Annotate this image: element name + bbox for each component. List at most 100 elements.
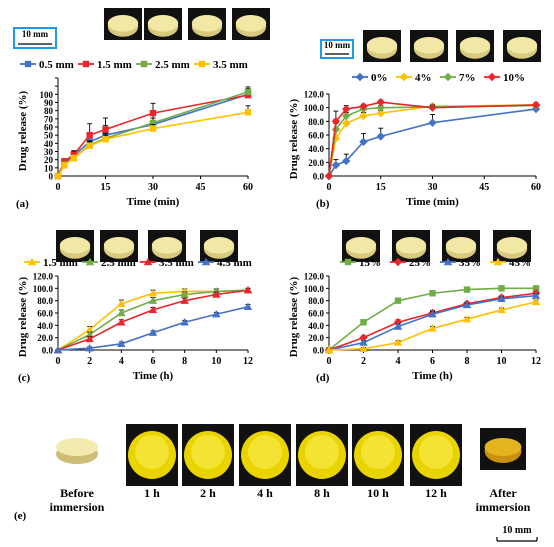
legend-label: 4.5 mm bbox=[217, 257, 252, 269]
x-tick-label: 6 bbox=[151, 356, 156, 367]
x-axis-label: Time (min) bbox=[406, 196, 459, 208]
data-point bbox=[342, 119, 351, 128]
data-point bbox=[117, 308, 126, 317]
legend-marker bbox=[399, 72, 409, 82]
y-axis-label: Drug release (%) bbox=[288, 98, 300, 179]
photo-label: 10 h bbox=[367, 486, 389, 500]
data-point bbox=[360, 319, 367, 326]
series-1-5-mm bbox=[54, 90, 252, 180]
data-point bbox=[463, 286, 471, 293]
panel-label: (a) bbox=[16, 198, 29, 210]
data-point bbox=[180, 290, 189, 298]
data-point bbox=[180, 318, 189, 326]
x-tick-label: 30 bbox=[428, 182, 438, 193]
data-point bbox=[53, 345, 63, 354]
series-line bbox=[328, 294, 537, 351]
legend-label: 1.5 mm bbox=[97, 59, 132, 71]
tablet-photo bbox=[104, 8, 142, 40]
legend-entry: 45% bbox=[490, 257, 531, 269]
legend-label: 3.5 mm bbox=[213, 59, 248, 71]
photo-label: After immersion bbox=[476, 486, 531, 514]
photo-label: 8 h bbox=[314, 486, 330, 500]
immersion-photo bbox=[126, 424, 178, 486]
data-point bbox=[359, 137, 368, 147]
y-tick-label: 80 bbox=[44, 106, 54, 116]
y-tick-label: 60.0 bbox=[308, 309, 324, 319]
x-tick-label: 45 bbox=[479, 182, 489, 193]
y-tick-label: 100 bbox=[40, 90, 54, 100]
y-tick-label: 0.0 bbox=[42, 346, 54, 356]
series-line bbox=[57, 306, 249, 351]
panel-label: (b) bbox=[316, 198, 330, 210]
legend-entry: 3.5 mm bbox=[140, 257, 194, 269]
legend-label: 0.5 mm bbox=[39, 59, 74, 71]
series-45- bbox=[324, 297, 541, 354]
data-point bbox=[117, 339, 126, 348]
immersion-photo bbox=[52, 428, 102, 470]
x-tick-label: 6 bbox=[430, 356, 435, 367]
y-tick-label: 90 bbox=[44, 98, 54, 108]
x-tick-label: 60 bbox=[531, 182, 541, 193]
y-tick-label: 0 bbox=[49, 172, 54, 182]
series-2-5-mm bbox=[54, 86, 252, 180]
legend-marker bbox=[344, 258, 352, 266]
data-point bbox=[531, 100, 541, 110]
x-tick-label: 30 bbox=[148, 182, 158, 193]
y-tick-label: 40.0 bbox=[308, 321, 324, 331]
legend-entry: 2.5 mm bbox=[82, 257, 136, 269]
data-point bbox=[243, 302, 253, 311]
series-1-5-mm bbox=[53, 285, 253, 354]
photo-label: 4 h bbox=[257, 486, 273, 500]
data-point bbox=[462, 314, 472, 323]
x-tick-label: 4 bbox=[119, 356, 124, 367]
chart-panel-d: 0.0 20.0 40.0 60.0 80.0 100.0 120.0 0 2 4 6 8 10 12 Ti… bbox=[288, 230, 541, 384]
data-point bbox=[61, 162, 68, 169]
data-point bbox=[498, 285, 505, 292]
panel-label: (e) bbox=[14, 510, 27, 522]
x-axis-label: Time (h) bbox=[133, 370, 174, 382]
legend-label: 25% bbox=[409, 257, 431, 269]
tablet-photo bbox=[200, 230, 238, 262]
y-tick-label: 100.0 bbox=[33, 284, 54, 294]
data-point bbox=[324, 345, 334, 354]
y-tick-label: 40.0 bbox=[308, 144, 324, 154]
legend-marker bbox=[198, 60, 206, 68]
legend-entry: 10% bbox=[484, 72, 525, 84]
data-point bbox=[342, 156, 351, 166]
y-tick-label: 50 bbox=[44, 131, 54, 141]
legend-entry: 1.5 mm bbox=[24, 257, 78, 269]
photo-label-line: immersion bbox=[476, 500, 531, 514]
tablet-photo bbox=[232, 8, 270, 40]
data-point bbox=[393, 322, 403, 330]
photo-label: Before immersion bbox=[50, 486, 105, 514]
data-point bbox=[359, 338, 368, 346]
data-point bbox=[212, 290, 221, 298]
legend-label: 2.5 mm bbox=[155, 59, 190, 71]
tablet-photo bbox=[456, 30, 494, 62]
series-4-5-mm bbox=[53, 302, 253, 354]
immersion-photo bbox=[410, 424, 462, 486]
legend-entry: 4.5 mm bbox=[198, 257, 252, 269]
data-point bbox=[61, 158, 68, 165]
scale-bar-box bbox=[13, 27, 57, 49]
y-tick-label: 20.0 bbox=[308, 333, 324, 343]
photo-label-line: Before bbox=[60, 486, 94, 500]
x-tick-label: 12 bbox=[531, 356, 541, 367]
chart-panel-b: 10 mm 0.0 20.0 40.0 60.0 80.0 100.0 120.0 0 15 30 4… bbox=[288, 30, 541, 210]
data-point bbox=[149, 109, 157, 117]
tablet-photo bbox=[442, 230, 480, 262]
tablet-photo bbox=[392, 230, 430, 262]
data-point bbox=[148, 328, 158, 336]
legend-entry: 35% bbox=[440, 257, 481, 269]
legend-label: 35% bbox=[459, 257, 481, 269]
legend-label: 45% bbox=[509, 257, 531, 269]
legend-entry: 7% bbox=[440, 72, 476, 84]
tablet-photo bbox=[493, 230, 531, 262]
legend-label: 3.5 mm bbox=[159, 257, 194, 269]
photo-label-line: 4 h bbox=[257, 486, 273, 500]
data-point bbox=[376, 132, 385, 141]
immersion-photo bbox=[480, 428, 526, 470]
y-tick-label: 20.0 bbox=[37, 333, 53, 343]
y-tick-label: 20.0 bbox=[308, 158, 324, 168]
data-point bbox=[331, 160, 341, 170]
